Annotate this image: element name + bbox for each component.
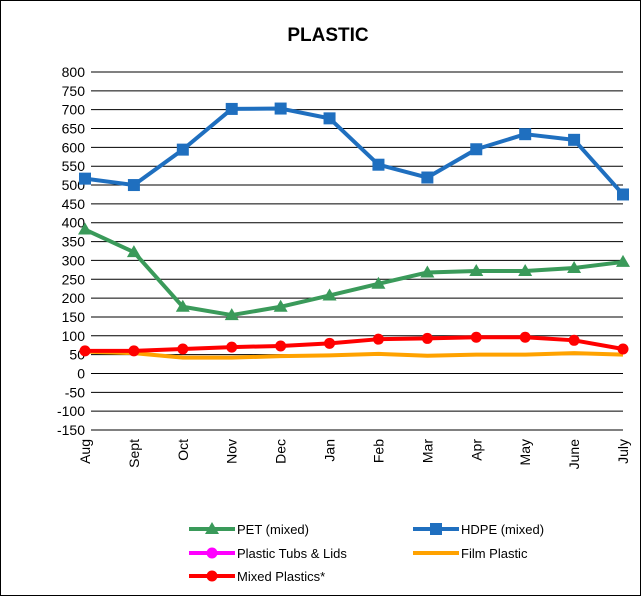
- legend-label: HDPE (mixed): [461, 522, 544, 537]
- y-tick-label: -150: [57, 422, 85, 438]
- data-point: [177, 343, 189, 355]
- legend-marker: [430, 523, 442, 535]
- x-tick-label: Feb: [370, 439, 386, 463]
- data-point: [128, 345, 140, 357]
- data-point: [275, 340, 287, 352]
- data-point: [274, 102, 287, 115]
- y-tick-label: 750: [62, 83, 86, 99]
- legend-item: Plastic Tubs & Lids: [189, 546, 347, 561]
- y-tick-label: 0: [77, 365, 85, 381]
- x-tick-label: Nov: [224, 439, 240, 464]
- y-tick-label: 700: [62, 102, 86, 118]
- y-tick-label: 600: [62, 139, 86, 155]
- legend-item: PET (mixed): [189, 522, 309, 537]
- data-point: [273, 299, 288, 312]
- y-tick-label: -50: [65, 384, 85, 400]
- x-axis-ticks: Aug Sept Oct Nov Dec Jan Feb Mar Apr May June July: [77, 439, 631, 470]
- legend-marker: [206, 570, 218, 582]
- y-tick-label: 100: [62, 328, 86, 344]
- x-tick-label: Sept: [126, 439, 142, 468]
- x-tick-label: Dec: [273, 439, 289, 464]
- legend-item: Mixed Plastics*: [189, 569, 325, 584]
- data-point: [372, 333, 384, 345]
- x-tick-label: May: [517, 439, 533, 465]
- data-point: [176, 143, 189, 156]
- x-tick-label: June: [566, 439, 582, 470]
- data-point: [224, 308, 239, 321]
- y-tick-label: 550: [62, 158, 86, 174]
- legend-label: PET (mixed): [237, 522, 309, 537]
- series-line: [84, 227, 624, 318]
- x-tick-label: Apr: [468, 439, 484, 461]
- legend-item: HDPE (mixed): [413, 522, 544, 537]
- series-line: [84, 349, 624, 360]
- y-tick-label: 400: [62, 215, 86, 231]
- x-tick-label: Aug: [77, 439, 93, 464]
- series-1: [79, 102, 629, 201]
- data-point: [79, 345, 91, 357]
- data-point: [324, 337, 336, 349]
- data-point: [617, 188, 629, 201]
- data-point: [616, 254, 630, 267]
- data-point: [518, 263, 533, 276]
- data-point: [372, 158, 385, 171]
- y-tick-label: 250: [62, 271, 86, 287]
- data-point: [421, 171, 434, 184]
- data-point: [519, 128, 532, 141]
- grid-lines: [91, 71, 623, 431]
- series-lines: [78, 102, 630, 360]
- series-0: [78, 222, 630, 321]
- x-tick-label: Oct: [175, 439, 191, 461]
- data-point: [175, 299, 190, 312]
- data-point: [469, 263, 484, 276]
- y-tick-label: 150: [62, 309, 86, 325]
- data-point: [519, 331, 531, 343]
- series-3: [84, 349, 624, 360]
- data-point: [420, 265, 435, 278]
- y-axis-ticks: 8007507006506005505004504003503002502001…: [57, 64, 85, 438]
- series-line: [84, 106, 625, 196]
- data-point: [226, 341, 238, 353]
- x-tick-label: July: [615, 439, 631, 464]
- data-point: [568, 133, 581, 146]
- data-point: [421, 332, 433, 344]
- x-tick-label: Mar: [419, 439, 435, 463]
- data-point: [470, 331, 482, 343]
- y-tick-label: -100: [57, 403, 85, 419]
- y-tick-label: 450: [62, 196, 86, 212]
- y-tick-label: 350: [62, 234, 86, 250]
- x-tick-label: Jan: [322, 439, 338, 462]
- chart-title: PLASTIC: [287, 25, 369, 46]
- data-point: [322, 288, 337, 301]
- legend-label: Film Plastic: [461, 546, 528, 561]
- legend-label: Plastic Tubs & Lids: [237, 546, 347, 561]
- data-point: [371, 276, 386, 289]
- series-4: [79, 331, 629, 357]
- legend: PET (mixed) HDPE (mixed) Plastic Tubs & Li…: [189, 522, 544, 584]
- y-tick-label: 300: [62, 252, 86, 268]
- data-point: [617, 343, 629, 355]
- data-point: [323, 112, 336, 125]
- legend-marker: [206, 547, 218, 559]
- y-tick-label: 200: [62, 290, 86, 306]
- y-tick-label: 650: [62, 121, 86, 137]
- data-point: [78, 222, 92, 235]
- series-line: [85, 335, 624, 353]
- data-point: [79, 172, 91, 185]
- data-point: [225, 102, 238, 115]
- y-tick-label: 800: [62, 64, 86, 80]
- legend-item: Film Plastic: [413, 546, 528, 561]
- data-point: [127, 179, 140, 192]
- data-point: [126, 245, 141, 258]
- legend-label: Mixed Plastics*: [237, 569, 325, 584]
- data-point: [567, 260, 582, 273]
- data-point: [568, 334, 580, 346]
- data-point: [470, 143, 483, 156]
- legend-marker: [205, 522, 219, 534]
